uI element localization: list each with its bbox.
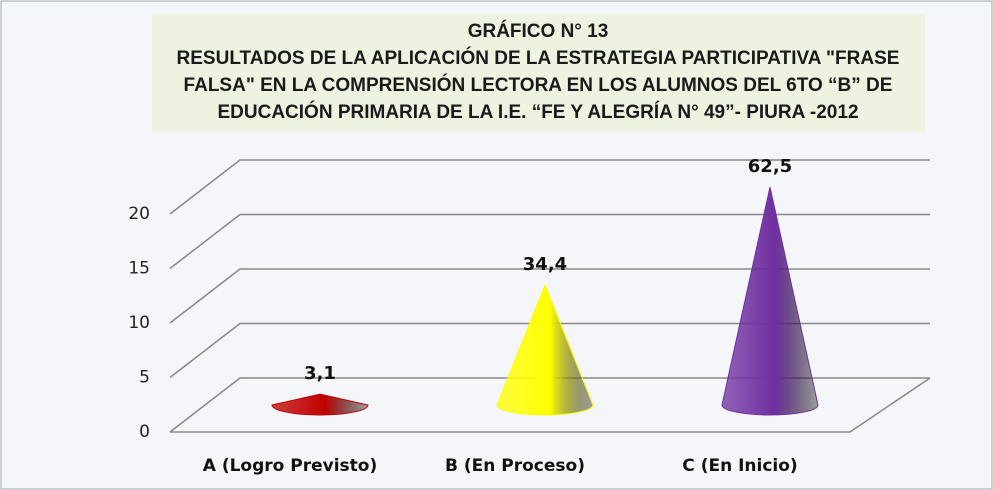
x-tick-label: B (En Proceso): [445, 456, 585, 476]
data-label: 3,1: [304, 363, 336, 384]
floor: [170, 377, 931, 433]
chart-title: EDUCACIÓN PRIMARIA DE LA I.E. “FE Y ALEG…: [217, 101, 858, 123]
y-tick-label: 15: [128, 259, 150, 279]
x-tick-label: A (Logro Previsto): [203, 456, 377, 476]
y-tick-label: 20: [128, 204, 150, 224]
cone: [721, 186, 819, 416]
cone: [271, 393, 369, 416]
grid-line: [169, 213, 930, 270]
grid-line: [169, 159, 930, 215]
data-label: 34,4: [523, 254, 567, 275]
chart-title: FALSA" EN LA COMPRENSIÓN LECTORA EN LOS …: [184, 74, 893, 96]
grid-line: [169, 377, 930, 433]
y-tick-label: 5: [139, 368, 150, 388]
chart-title: RESULTADOS DE LA APLICACIÓN DE LA ESTRAT…: [177, 47, 900, 69]
cone: [496, 283, 594, 416]
chart-title: GRÁFICO N° 13: [468, 20, 609, 42]
grid-line: [169, 322, 930, 379]
grid-line: [169, 268, 930, 324]
x-tick-label: C (En Inicio): [682, 456, 797, 476]
y-tick-label: 10: [128, 313, 150, 333]
y-tick-label: 0: [139, 422, 150, 442]
data-label: 62,5: [748, 156, 792, 177]
title-box: [152, 14, 925, 132]
